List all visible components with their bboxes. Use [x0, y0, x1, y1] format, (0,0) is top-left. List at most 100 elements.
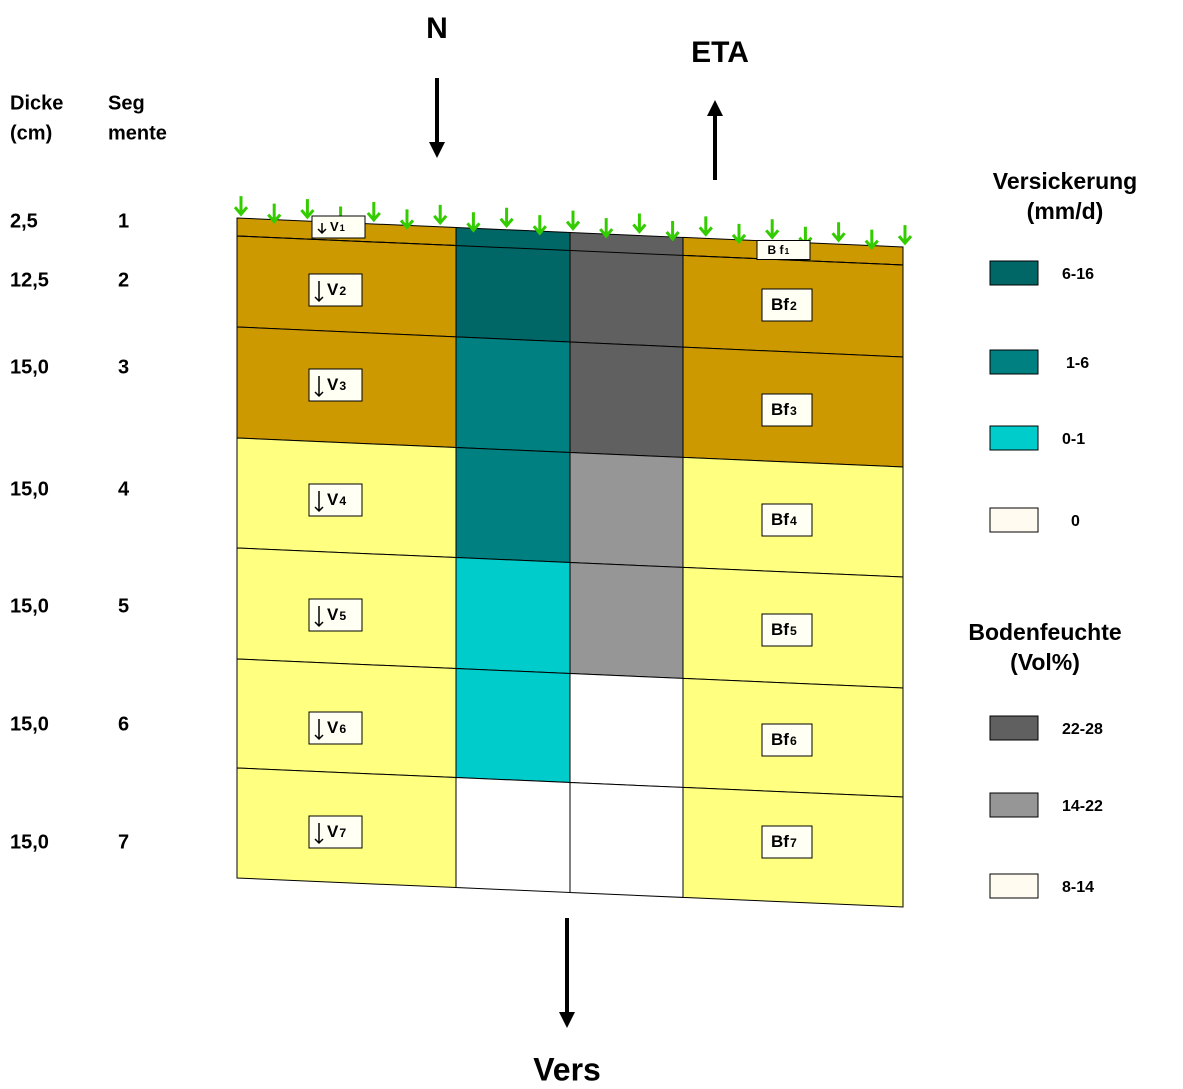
box-label-sub: 4 — [790, 514, 797, 528]
rain-arrow — [600, 218, 612, 236]
box-label-main: Bf — [771, 295, 789, 314]
rain-arrow — [766, 219, 778, 237]
thickness: 2,5 — [10, 210, 38, 232]
rain-arrow — [866, 230, 878, 248]
legend-swatch — [990, 426, 1038, 450]
header: mente — [108, 122, 167, 144]
rain-arrow — [434, 205, 446, 223]
thickness: 15,0 — [10, 478, 49, 500]
box-label-main: B f — [768, 243, 785, 257]
box-label-main: V — [327, 280, 339, 299]
box-label: Bf5 — [771, 620, 797, 639]
rain-arrow — [667, 221, 679, 239]
legend-entry: 0-1 — [1062, 431, 1085, 448]
box-label: Bf4 — [771, 510, 797, 529]
box-label-sub: 1 — [785, 246, 790, 256]
rain-arrow — [534, 215, 546, 233]
rain-arrow — [833, 222, 845, 240]
cell — [570, 342, 683, 457]
cell — [456, 669, 570, 783]
segment: 7 — [118, 831, 129, 853]
cell — [456, 558, 570, 674]
thickness: 12,5 — [10, 269, 49, 291]
box-label: Bf6 — [771, 730, 797, 749]
box-label: V3 — [327, 375, 346, 394]
drain-label: Vers — [533, 1051, 601, 1087]
box-label-sub: 2 — [790, 299, 797, 313]
rain-arrow — [401, 209, 413, 227]
rain-arrow — [899, 225, 911, 243]
rain-arrow — [700, 216, 712, 234]
legend-title: Bodenfeuchte — [968, 619, 1121, 645]
cell — [456, 778, 570, 893]
box-label-sub: 7 — [339, 826, 346, 840]
segment: 4 — [118, 478, 130, 500]
box-label-sub: 5 — [339, 609, 346, 623]
rain-arrow — [268, 204, 280, 222]
thickness: 15,0 — [10, 356, 49, 378]
rain-arrow — [633, 214, 645, 232]
cell — [570, 783, 683, 898]
thickness: 15,0 — [10, 831, 49, 853]
evap-label: ETA — [691, 36, 749, 69]
box-label-main: Bf — [771, 832, 789, 851]
cell — [570, 563, 683, 679]
thickness: 15,0 — [10, 595, 49, 617]
rain-arrow — [301, 199, 313, 217]
thickness: 15,0 — [10, 713, 49, 735]
legend-entry: 22-28 — [1062, 721, 1103, 738]
rain-arrow — [467, 212, 479, 230]
legend-title: (Vol%) — [1010, 649, 1080, 675]
legend-title: (mm/d) — [1027, 198, 1104, 224]
segment: 1 — [118, 210, 129, 232]
legend-entry: 1-6 — [1066, 355, 1089, 372]
rain-arrow — [501, 208, 513, 226]
box-label-main: Bf — [771, 400, 789, 419]
segment: 5 — [118, 595, 129, 617]
legend-swatch — [990, 508, 1038, 532]
cell — [570, 233, 683, 348]
box-label-sub: 7 — [790, 836, 797, 850]
header: Dicke — [10, 92, 63, 114]
box-label-sub: 2 — [339, 284, 346, 298]
box-label-sub: 4 — [339, 494, 346, 508]
legend-entry: 0 — [1071, 513, 1080, 530]
box-label-main: V — [327, 490, 339, 509]
box-label-sub: 6 — [339, 722, 346, 736]
rain-arrow — [368, 202, 380, 220]
box-label-main: V — [327, 822, 339, 841]
legend-swatch — [990, 716, 1038, 740]
legend-title: Versickerung — [993, 168, 1137, 194]
legend-swatch — [990, 793, 1038, 817]
box-label: Bf3 — [771, 400, 797, 419]
box-label-sub: 1 — [340, 223, 345, 233]
box-label-sub: 3 — [339, 379, 346, 393]
cell — [456, 448, 570, 563]
box-label: Bf7 — [771, 832, 797, 851]
segment: 3 — [118, 356, 129, 378]
box-label: V6 — [327, 718, 346, 737]
box-label-main: Bf — [771, 620, 789, 639]
soil-diagram: N ETA Vers Dicke (cm) Seg mente 2,51V1B … — [0, 0, 1183, 1089]
label-box — [757, 241, 810, 260]
box-label-main: Bf — [771, 730, 789, 749]
box-label-sub: 6 — [790, 734, 797, 748]
header: Seg — [108, 92, 145, 114]
input-label: N — [426, 12, 448, 45]
cell — [570, 674, 683, 788]
box-label: V7 — [327, 822, 346, 841]
box-label-sub: 3 — [790, 404, 797, 418]
rain-arrow — [567, 211, 579, 229]
box-label: V5 — [327, 605, 346, 624]
legend-swatch — [990, 261, 1038, 285]
legend-entry: 6-16 — [1062, 266, 1094, 283]
box-label: V4 — [327, 490, 346, 509]
cell — [570, 453, 683, 568]
box-label-sub: 5 — [790, 624, 797, 638]
box-label-main: V — [330, 219, 339, 234]
cell — [456, 337, 570, 453]
legend-entry: 14-22 — [1062, 798, 1103, 815]
legend-swatch — [990, 874, 1038, 898]
box-label-main: V — [327, 375, 339, 394]
segment: 6 — [118, 713, 129, 735]
